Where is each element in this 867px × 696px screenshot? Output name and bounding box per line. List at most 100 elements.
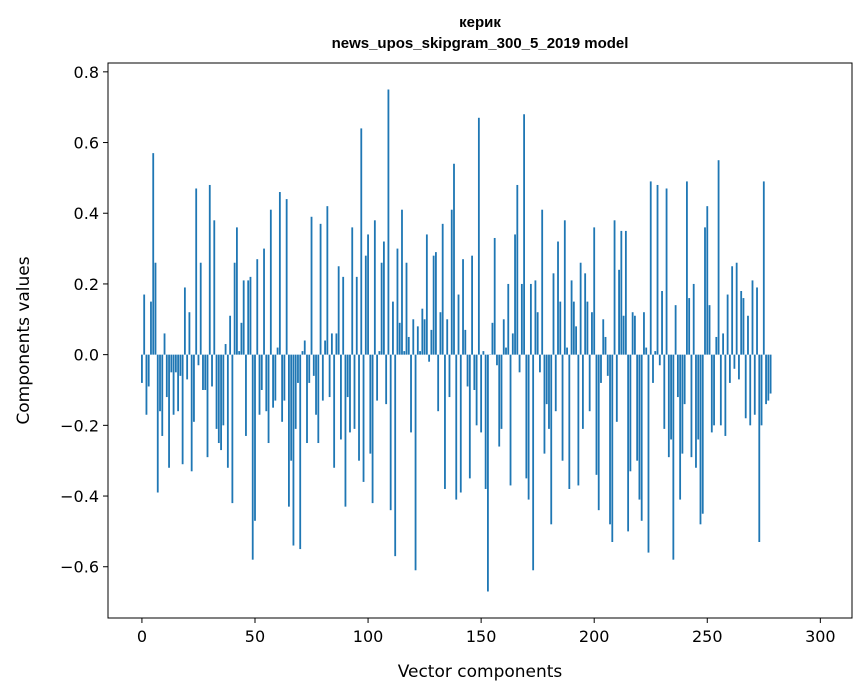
bar xyxy=(593,227,596,355)
bar xyxy=(591,312,593,355)
bar xyxy=(464,329,467,355)
bar xyxy=(168,354,170,468)
x-tick-label: 300 xyxy=(805,627,836,646)
bar xyxy=(267,354,270,444)
bar xyxy=(753,354,756,415)
bar xyxy=(188,312,191,355)
bar xyxy=(566,347,568,355)
y-axis: −0.6 −0.4 −0.2 0.0 0.2 0.4 0.6 0.8 xyxy=(60,63,108,577)
bar xyxy=(204,354,207,390)
bar xyxy=(683,354,686,405)
bar xyxy=(577,354,580,486)
bar xyxy=(719,354,722,426)
bar xyxy=(392,301,394,355)
x-tick-label: 150 xyxy=(466,627,497,646)
bar xyxy=(398,322,401,355)
bar xyxy=(276,347,279,355)
bar xyxy=(278,192,281,355)
bar xyxy=(543,354,546,454)
bar xyxy=(238,351,241,355)
bar xyxy=(378,351,381,355)
bar xyxy=(516,184,519,355)
bar xyxy=(380,262,383,355)
bar xyxy=(455,354,458,500)
bar xyxy=(362,354,365,482)
bar xyxy=(525,354,528,479)
bar xyxy=(299,354,302,550)
bar xyxy=(396,248,399,355)
bar xyxy=(369,354,372,454)
bar xyxy=(572,301,575,355)
bar xyxy=(507,283,510,355)
bar xyxy=(407,336,410,355)
bar xyxy=(272,354,274,408)
bar xyxy=(317,354,320,444)
bar xyxy=(141,354,143,383)
y-tick-label: 0.8 xyxy=(74,63,99,82)
bar xyxy=(222,354,225,426)
bar xyxy=(618,269,620,355)
bar xyxy=(306,354,308,444)
bar xyxy=(459,354,462,493)
bar xyxy=(713,354,715,426)
bar xyxy=(724,354,727,436)
bar xyxy=(674,305,677,355)
bar xyxy=(529,283,532,355)
bar xyxy=(193,354,195,422)
bar xyxy=(143,294,146,355)
bar xyxy=(658,354,661,366)
bar xyxy=(697,354,700,440)
bar xyxy=(624,230,627,355)
bar xyxy=(163,333,166,355)
bar xyxy=(606,354,609,376)
bar xyxy=(290,354,293,461)
bar xyxy=(475,354,478,426)
bar xyxy=(643,312,645,355)
bar xyxy=(446,319,449,355)
x-tick-label: 0 xyxy=(137,627,147,646)
bar xyxy=(371,354,374,504)
bar xyxy=(326,206,329,355)
bar xyxy=(324,340,326,355)
bar xyxy=(561,354,564,461)
bar xyxy=(570,280,573,355)
bar xyxy=(629,354,632,472)
bar xyxy=(297,354,299,383)
bar xyxy=(183,287,186,355)
bar xyxy=(260,354,263,390)
bar xyxy=(315,354,317,415)
bar xyxy=(288,354,290,507)
bar xyxy=(353,354,356,429)
bar xyxy=(584,273,587,355)
bar xyxy=(190,354,193,472)
bar xyxy=(340,354,342,440)
bar xyxy=(568,354,571,489)
bar xyxy=(195,188,198,355)
bar xyxy=(292,354,295,546)
bar xyxy=(358,354,360,461)
bar xyxy=(563,220,566,355)
bar xyxy=(349,354,351,433)
bar xyxy=(699,354,702,525)
bar xyxy=(242,280,245,355)
bar xyxy=(423,319,426,355)
bar xyxy=(611,354,614,542)
bar xyxy=(428,354,431,362)
bar xyxy=(609,354,611,525)
bar xyxy=(274,354,277,401)
bar xyxy=(337,266,340,355)
bar xyxy=(484,354,487,489)
x-tick-label: 100 xyxy=(353,627,384,646)
bar xyxy=(514,234,516,355)
plot-frame xyxy=(107,62,853,619)
bar xyxy=(602,319,605,355)
bar xyxy=(742,298,745,355)
bar xyxy=(344,354,347,507)
bar xyxy=(597,354,600,511)
bar xyxy=(726,294,729,355)
bar xyxy=(419,351,421,355)
bar xyxy=(229,315,232,355)
bar xyxy=(769,354,772,394)
bar xyxy=(695,354,697,468)
bar xyxy=(586,301,589,355)
